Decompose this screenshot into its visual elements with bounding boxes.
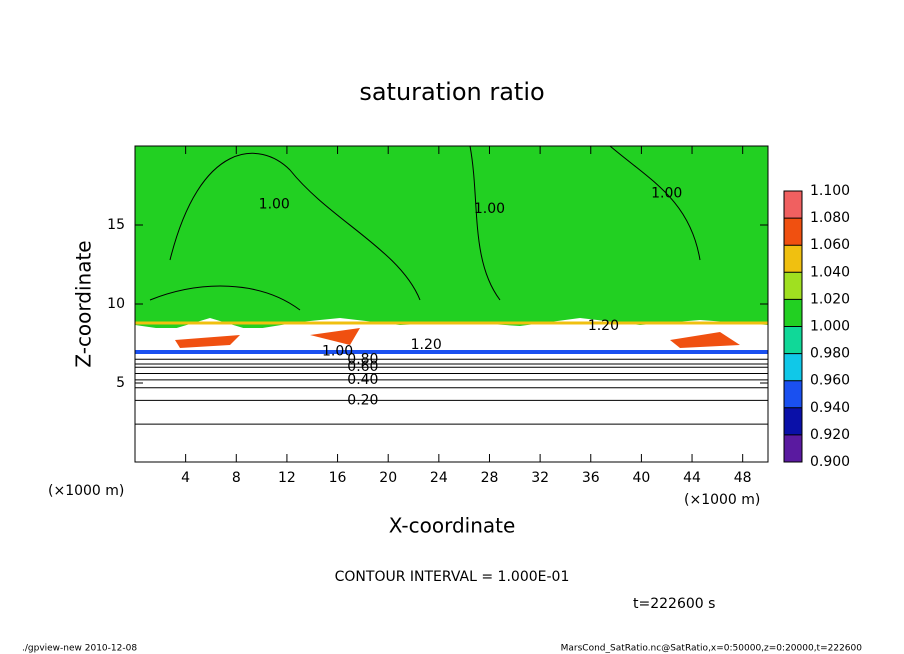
x-tick-label: 28	[481, 470, 499, 486]
colorbar-label: 0.920	[810, 427, 850, 443]
x-tick-label: 16	[329, 470, 347, 486]
contour-interval: CONTOUR INTERVAL = 1.000E-01	[335, 569, 570, 585]
y-axis-label: Z-coordinate	[72, 240, 96, 367]
contour-label: 1.00	[651, 185, 682, 201]
plot-area: 1.00 1.00 1.00 1.00 1.20 1.20 0.20 0.400.600.80	[135, 145, 768, 425]
x-tick-label: 24	[430, 470, 448, 486]
x-tick-label: 44	[683, 470, 701, 486]
contour-label: 1.00	[259, 196, 290, 212]
contour-label: 0.40	[347, 372, 378, 388]
colorbar-label: 0.980	[810, 346, 850, 362]
contour-label: 1.20	[588, 318, 619, 334]
colorbar-label: 1.020	[810, 291, 850, 307]
colorbar-label: 0.900	[810, 454, 850, 470]
colorbar-label: 1.060	[810, 237, 850, 253]
contour-line	[149, 145, 701, 311]
filled-region	[135, 146, 768, 328]
colorbar-label: 1.100	[810, 183, 850, 199]
colorbar-label: 1.000	[810, 319, 850, 335]
colorbar-swatch	[784, 191, 802, 219]
colorbar-label: 1.080	[810, 210, 850, 226]
contour-label: 0.60	[347, 359, 378, 375]
x-axis-label: X-coordinate	[389, 514, 516, 538]
contour-label: 1.00	[322, 343, 353, 359]
filled-region	[175, 328, 740, 348]
contour-label: 0.20	[347, 392, 378, 408]
colorbar-swatch	[784, 272, 802, 300]
colorbar-label: 1.040	[810, 264, 850, 280]
footer-left: ./gpview-new 2010-12-08	[22, 644, 137, 654]
colorbar-swatch	[784, 299, 802, 327]
x-tick-label: 12	[278, 470, 296, 486]
colorbar-swatch	[784, 380, 802, 408]
colorbar-swatch	[784, 326, 802, 354]
colorbar-swatch	[784, 353, 802, 381]
x-tick-label: 4	[181, 470, 190, 486]
x-tick-label: 36	[582, 470, 600, 486]
filled-region	[135, 350, 768, 354]
y-tick-label: 10	[107, 296, 125, 312]
x-unit: (×1000 m)	[48, 483, 124, 499]
contour-label: 1.00	[474, 201, 505, 217]
colorbar-label: 0.940	[810, 400, 850, 416]
colorbar-swatch	[784, 245, 802, 273]
filled-region	[135, 318, 768, 352]
contour-label: 1.20	[411, 337, 442, 353]
colorbar-swatch	[784, 407, 802, 435]
x-unit: (×1000 m)	[684, 492, 760, 508]
contour-label: 0.80	[347, 351, 378, 367]
y-tick-label: 15	[107, 217, 125, 233]
x-tick-label: 20	[379, 470, 397, 486]
x-tick-label: 32	[531, 470, 549, 486]
chart-title: saturation ratio	[359, 78, 544, 106]
x-tick-label: 8	[232, 470, 241, 486]
colorbar-swatch	[784, 434, 802, 462]
colorbar-label: 0.960	[810, 373, 850, 389]
time-note: t=222600 s	[633, 596, 715, 612]
x-tick-label: 40	[632, 470, 650, 486]
x-tick-label: 48	[734, 470, 752, 486]
colorbar-swatch	[784, 218, 802, 246]
y-tick-label: 5	[116, 375, 125, 391]
footer-right: MarsCond_SatRatio.nc@SatRatio,x=0:50000,…	[561, 644, 863, 654]
